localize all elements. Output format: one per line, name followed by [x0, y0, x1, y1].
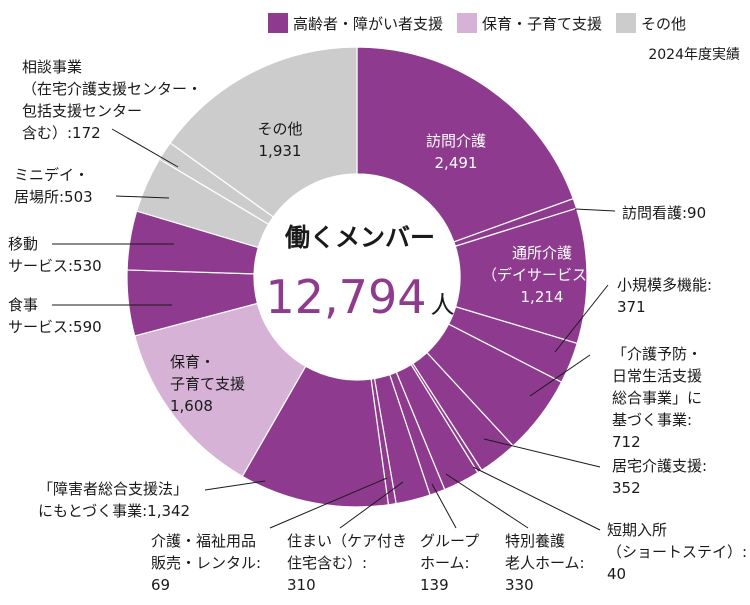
pie-slice [169, 46, 358, 218]
leader-line [483, 438, 601, 468]
slice-label: 相談事業 （在宅介護支援センター・ 包括支援センター 含む）:172 [22, 58, 203, 142]
pie-slice [133, 302, 307, 478]
total-value: 12,794 [265, 270, 427, 324]
leader-line [574, 208, 616, 212]
slice-label: ミニデイ・ 居場所:503 [14, 166, 93, 206]
legend-swatch [616, 13, 637, 33]
slice-label: 居宅介護支援: 352 [612, 457, 708, 497]
slice-label: 通所介護 （デイサービス） 1,214 [481, 244, 602, 306]
leader-line [445, 473, 529, 529]
legend: 高齢者・障がい者支援 保育・子育て支援 その他 [268, 10, 686, 36]
pie-slice [356, 46, 575, 243]
slice-label: 特別養護 老人ホーム: 330 [505, 532, 585, 594]
leader-line [269, 477, 388, 529]
slice-label: 食事 サービス:590 [8, 296, 102, 336]
leader-line [554, 284, 609, 353]
leader-line [472, 466, 601, 531]
center-title: 働くメンバー [284, 223, 435, 252]
slice-label: 訪問看護:90 [622, 204, 707, 222]
slice-label: 短期入所 （ショートステイ）: 40 [607, 521, 748, 583]
legend-swatch [457, 13, 478, 33]
leader-line [431, 483, 457, 529]
slice-label: 訪問介護 2,491 [425, 132, 486, 172]
slice-label: 移動 サービス:530 [8, 235, 102, 275]
legend-label: その他 [641, 14, 687, 33]
slice-label: 保育・ 子育て支援 1,608 [170, 353, 246, 415]
leader-line [111, 128, 179, 168]
slice-label: 介護・福祉用品 販売・レンタル: 69 [151, 532, 262, 594]
slice-label: 「障害者総合支援法」 にもとづく事業:1,342 [38, 480, 191, 520]
legend-item-other: その他 [616, 13, 686, 34]
slice-label: 小規模多機能: 371 [617, 276, 713, 316]
slice-label: 「介護予防・ 日常生活支援 総合事業」に 基づく事業: 712 [612, 345, 703, 451]
chart-subtitle: 2024年度実績 [648, 47, 740, 63]
leader-line [115, 195, 170, 199]
leader-line [339, 481, 404, 529]
slice-label: 住まい（ケア付き 住宅含む）: 310 [287, 532, 408, 594]
leader-line [204, 480, 266, 491]
legend-label: 高齢者・障がい者支援 [293, 14, 444, 33]
slice-label: グループ ホーム: 139 [420, 532, 480, 594]
legend-item-elderly-disability: 高齢者・障がい者支援 [268, 13, 443, 34]
legend-label: 保育・子育て支援 [482, 14, 603, 33]
center-total: 12,794 人 [250, 270, 470, 324]
legend-swatch [268, 13, 288, 33]
slice-label: その他 1,931 [257, 120, 303, 160]
legend-item-childcare: 保育・子育て支援 [457, 13, 602, 34]
total-unit: 人 [430, 291, 455, 319]
leader-line [529, 354, 591, 397]
